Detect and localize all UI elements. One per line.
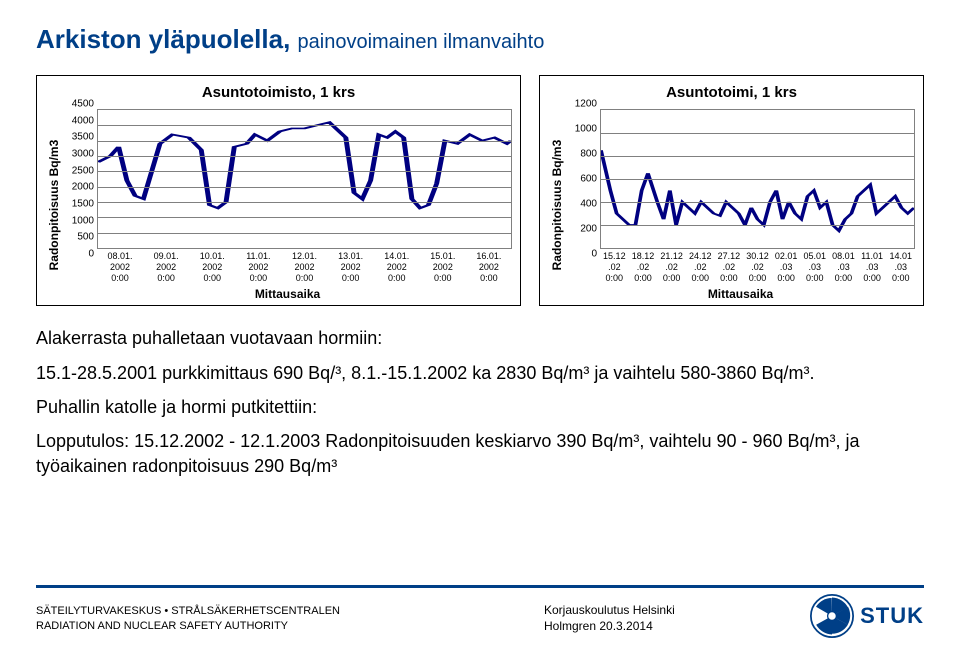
chart-right-ylabel: Radonpitoisuus Bq/m3 (548, 109, 566, 301)
footer-mid2: Holmgren 20.3.2014 (544, 619, 764, 635)
chart-left-ylabel: Radonpitoisuus Bq/m3 (45, 109, 63, 301)
footer-line2: RADIATION AND NUCLEAR SAFETY AUTHORITY (36, 619, 544, 633)
footer-mid1: Korjauskoulutus Helsinki (544, 603, 764, 619)
title-main: Arkiston yläpuolella, (36, 24, 298, 54)
body-p4: Lopputulos: 15.12.2002 - 12.1.2003 Radon… (36, 429, 924, 478)
title-sub: painovoimainen ilmanvaihto (298, 31, 545, 53)
chart-left-xlabel: Mittausaika (63, 287, 512, 301)
chart-left-plot: 050010001500200025003000350040004500 (97, 109, 512, 249)
chart-left-title: Asuntotoimisto, 1 krs (45, 84, 512, 101)
chart-left: Asuntotoimisto, 1 krs Radonpitoisuus Bq/… (36, 75, 521, 306)
stuk-logo-icon (810, 594, 854, 638)
chart-right: Asuntotoimi, 1 krs Radonpitoisuus Bq/m3 … (539, 75, 924, 306)
footer-logo: STUK (764, 594, 924, 643)
footer: SÄTEILYTURVAKESKUS • STRÅLSÄKERHETSCENTR… (0, 585, 960, 647)
body-p1: Alakerrasta puhalletaan vuotavaan hormii… (36, 326, 924, 350)
chart-right-plot: 020040060080010001200 (600, 109, 915, 249)
body-p3: Puhallin katolle ja hormi putkitettiin: (36, 395, 924, 419)
chart-left-yticks: 050010001500200025003000350040004500 (64, 104, 94, 254)
charts-row: Asuntotoimisto, 1 krs Radonpitoisuus Bq/… (36, 75, 924, 306)
chart-right-xlabel: Mittausaika (566, 287, 915, 301)
footer-separator (36, 585, 924, 588)
page-title: Arkiston yläpuolella, painovoimainen ilm… (36, 24, 924, 55)
chart-right-yticks: 020040060080010001200 (567, 104, 597, 254)
chart-right-xlabels: 15.12 .02 0:0018.12 .02 0:0021.12 .02 0:… (600, 251, 915, 283)
chart-right-title: Asuntotoimi, 1 krs (548, 84, 915, 101)
chart-left-xlabels: 08.01. 2002 0:0009.01. 2002 0:0010.01. 2… (97, 251, 512, 283)
footer-left: SÄTEILYTURVAKESKUS • STRÅLSÄKERHETSCENTR… (36, 604, 544, 633)
chart-right-line (601, 150, 914, 230)
footer-line1: SÄTEILYTURVAKESKUS • STRÅLSÄKERHETSCENTR… (36, 604, 544, 618)
footer-mid: Korjauskoulutus Helsinki Holmgren 20.3.2… (544, 603, 764, 634)
body-text: Alakerrasta puhalletaan vuotavaan hormii… (36, 326, 924, 477)
chart-left-line (98, 122, 511, 208)
body-p2: 15.1-28.5.2001 purkkimittaus 690 Bq/³, 8… (36, 361, 924, 385)
stuk-logo-text: STUK (860, 603, 924, 629)
